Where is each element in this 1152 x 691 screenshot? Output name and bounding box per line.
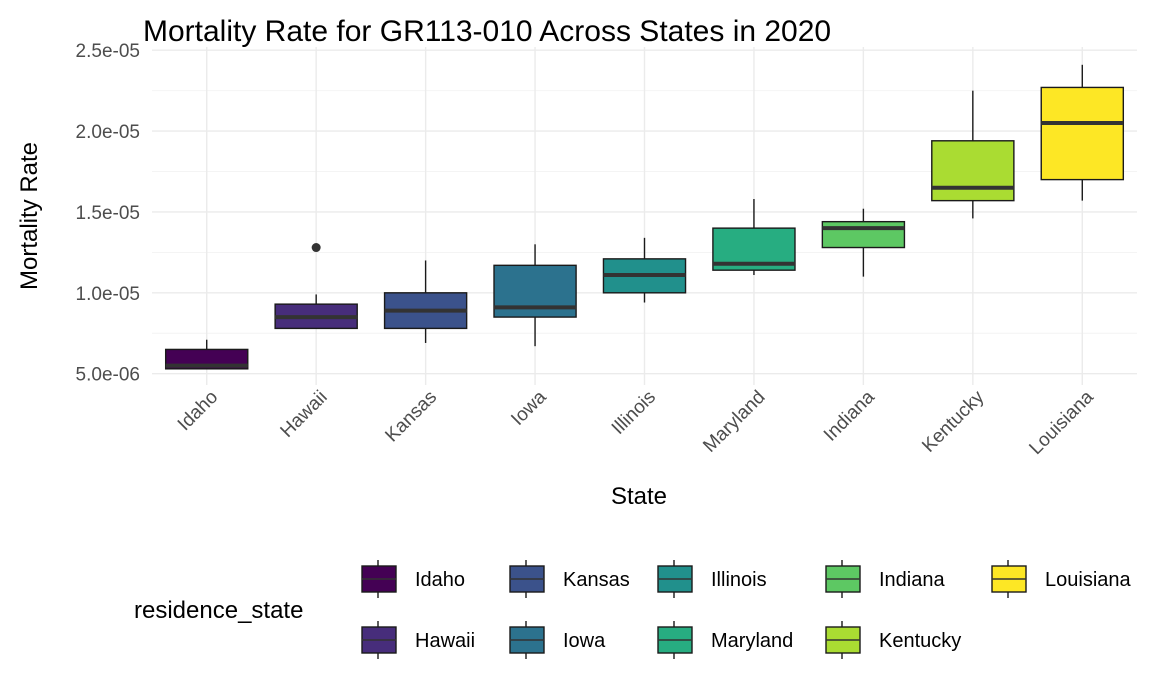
y-tick-label: 5.0e-06 [76, 365, 140, 386]
legend-label: Hawaii [415, 630, 475, 652]
x-tick-label: Kentucky [918, 386, 988, 456]
legend-label: Maryland [711, 630, 793, 652]
box [931, 140, 1015, 202]
legend-key-illinois: Illinois [657, 560, 767, 598]
legend: residence_state Idaho Hawaii Kansas Iowa Ill… [134, 560, 1132, 659]
legend-key-kansas: Kansas [509, 560, 630, 598]
box-illinois [602, 237, 687, 303]
x-axis-title: State [611, 483, 667, 510]
y-axis: 5.0e-06 1.0e-05 1.5e-05 2.0e-05 2.5e-05 [76, 41, 140, 385]
x-tick-label: Illinois [608, 387, 660, 439]
outlier-point [311, 243, 321, 253]
box-series [164, 64, 1125, 370]
legend-title: residence_state [134, 597, 303, 624]
x-tick-label: Kansas [381, 387, 441, 447]
legend-label: Kansas [563, 569, 630, 591]
box-kentucky [931, 90, 1015, 219]
legend-label: Illinois [711, 569, 767, 591]
legend-label: Iowa [563, 630, 606, 652]
legend-key-kentucky: Kentucky [825, 621, 961, 659]
box [821, 220, 906, 249]
x-tick-label: Louisiana [1025, 386, 1098, 459]
legend-label: Kentucky [879, 630, 961, 652]
legend-items: Idaho Hawaii Kansas Iowa Illinois Maryland Ind… [361, 560, 1132, 659]
legend-label: Idaho [415, 569, 465, 591]
box-louisiana [1040, 64, 1125, 201]
box-idaho [164, 339, 249, 370]
box-kansas [383, 260, 468, 343]
y-tick-label: 1.5e-05 [76, 203, 140, 224]
y-tick-label: 1.0e-05 [76, 284, 140, 305]
legend-key-indiana: Indiana [825, 560, 945, 598]
box-indiana [821, 208, 906, 277]
x-axis: Idaho Hawaii Kansas Iowa Illinois Maryland Ind… [174, 386, 1098, 459]
box-hawaii [274, 243, 358, 330]
x-tick-label: Idaho [174, 387, 222, 435]
legend-label: Indiana [879, 569, 945, 591]
x-tick-label: Hawaii [277, 387, 332, 442]
box [1040, 86, 1125, 181]
legend-key-louisiana: Louisiana [991, 560, 1132, 598]
y-axis-title: Mortality Rate [16, 142, 43, 290]
legend-key-hawaii: Hawaii [361, 621, 475, 659]
plot-grid [152, 47, 1137, 385]
box-iowa [493, 244, 577, 347]
legend-key-iowa: Iowa [509, 621, 606, 659]
legend-key-idaho: Idaho [361, 560, 465, 598]
legend-key-maryland: Maryland [657, 621, 793, 659]
x-tick-label: Maryland [699, 387, 769, 457]
box-maryland [712, 199, 796, 276]
x-tick-label: Iowa [507, 386, 551, 430]
y-tick-label: 2.5e-05 [76, 41, 140, 62]
chart-title: Mortality Rate for GR113-010 Across Stat… [143, 15, 831, 48]
y-tick-label: 2.0e-05 [76, 122, 140, 143]
x-tick-label: Indiana [820, 386, 879, 445]
legend-label: Louisiana [1045, 569, 1132, 591]
